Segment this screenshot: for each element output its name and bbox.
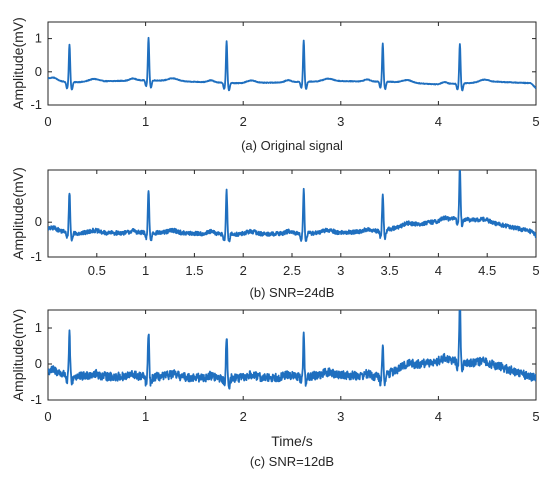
x-tick-label: 4 [435,409,442,424]
y-tick-label: -1 [30,97,42,112]
y-tick-label: -1 [30,249,42,264]
panel-caption: (c) SNR=12dB [250,454,334,469]
x-tick-label: 5 [532,263,539,278]
x-tick-label: 3 [337,409,344,424]
x-tick-label: 1 [142,409,149,424]
x-tick-label: 0 [44,409,51,424]
x-tick-label: 3 [337,263,344,278]
panel-caption: (a) Original signal [241,138,343,153]
x-tick-label: 0.5 [88,263,106,278]
x-tick-label: 0 [44,114,51,129]
x-tick-label: 3.5 [381,263,399,278]
panel-b: 0.5 1 1.5 2 2.5 3 3.5 4 4.5 5 -1 0 Amplitude(mV) (b) … [10,167,540,300]
ecg-series-line [48,170,536,243]
y-axis-label: Amplitude(mV) [10,309,26,402]
y-tick-label: -1 [30,392,42,407]
x-tick-label: 1 [142,263,149,278]
x-tick-label: 1.5 [185,263,203,278]
y-tick-label: 1 [35,320,42,335]
x-tick-label: 2 [240,114,247,129]
x-tick-label: 5 [532,409,539,424]
panel-caption: (b) SNR=24dB [250,285,335,300]
x-tick-label: 5 [532,114,539,129]
x-tick-label: 4.5 [478,263,496,278]
ecg-series-line [48,310,536,390]
y-axis-label: Amplitude(mV) [10,17,26,110]
y-tick-label: 0 [35,64,42,79]
x-tick-label: 2 [240,409,247,424]
y-tick-label: 1 [35,31,42,46]
y-axis-label: Amplitude(mV) [10,167,26,260]
x-tick-label: 2.5 [283,263,301,278]
y-tick-label: 0 [35,214,42,229]
ecg-series-line [48,36,536,92]
x-tick-label: 4 [435,263,442,278]
axes-frame [47,309,537,401]
axes-frame [47,21,537,106]
y-tick-label: 0 [35,356,42,371]
x-tick-label: 1 [142,114,149,129]
x-tick-label: 4 [435,114,442,129]
x-axis-label: Time/s [271,433,312,449]
x-tick-label: 3 [337,114,344,129]
axes-frame [47,169,537,258]
x-tick-label: 2 [240,263,247,278]
